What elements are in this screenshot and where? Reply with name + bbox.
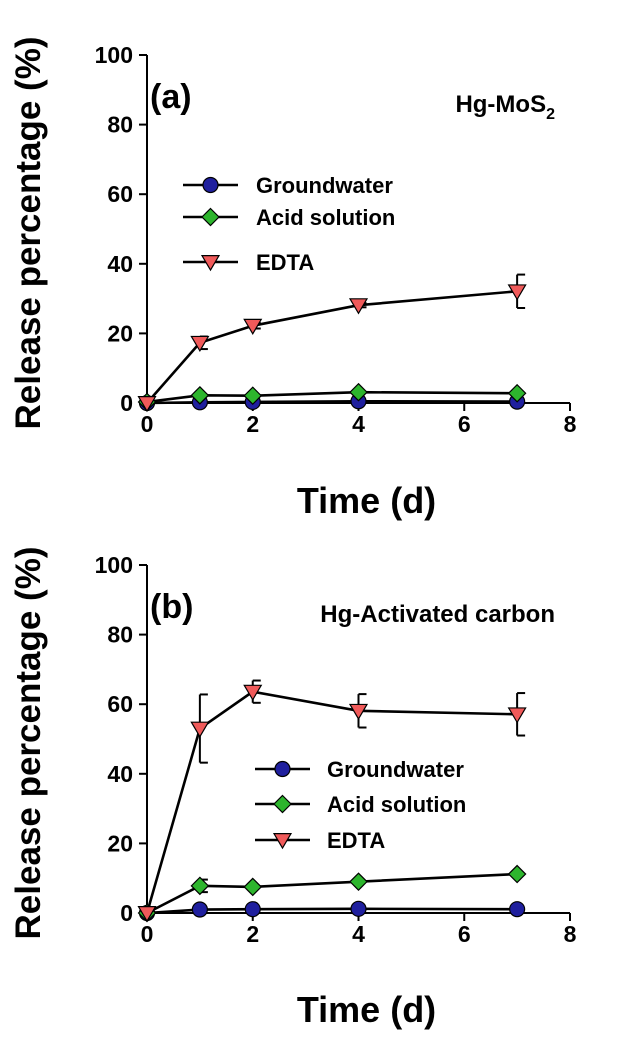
legend-label: Groundwater [256, 173, 393, 198]
data-point [244, 901, 261, 918]
data-point [190, 335, 210, 353]
legend-label: EDTA [327, 828, 385, 853]
legend-item: EDTA [183, 250, 314, 275]
legend-marker [200, 255, 221, 272]
series-groundwater [138, 900, 526, 922]
legend-item: Acid solution [183, 205, 395, 230]
y-tick-label: 0 [120, 900, 133, 926]
x-tick-label: 4 [352, 921, 365, 947]
data-point [243, 877, 263, 897]
legend-item: Groundwater [255, 757, 464, 782]
series-edta [137, 679, 527, 923]
x-tick-label: 2 [246, 921, 259, 947]
x-tick-label: 2 [246, 411, 259, 437]
y-tick-label: 40 [107, 251, 133, 277]
x-axis-title: Time (d) [297, 480, 436, 521]
data-point [507, 864, 527, 884]
data-point [348, 703, 369, 721]
y-axis-title: Release percentage (%) [9, 37, 48, 430]
x-tick-label: 0 [141, 921, 154, 947]
y-tick-label: 40 [107, 761, 133, 787]
legend-label: EDTA [256, 250, 314, 275]
data-point [350, 900, 367, 917]
data-point [190, 876, 210, 896]
legend-item: Groundwater [183, 173, 393, 198]
legend-marker [201, 207, 220, 227]
data-point [137, 906, 157, 923]
legend: Groundwater Acid solution EDTA [255, 757, 466, 853]
y-tick-label: 100 [95, 42, 133, 68]
chart-title: Hg-Activated carbon [320, 601, 555, 628]
data-point [507, 284, 527, 301]
y-tick-label: 80 [107, 112, 133, 138]
legend-marker [272, 833, 293, 850]
x-tick-label: 6 [458, 921, 471, 947]
y-tick-label: 100 [95, 552, 133, 578]
data-point [190, 385, 210, 405]
data-point [243, 318, 263, 336]
data-point [507, 707, 527, 724]
legend-marker [274, 760, 291, 778]
y-axis-title: Release percentage (%) [9, 547, 48, 940]
x-tick-label: 8 [564, 921, 577, 947]
chart-title-main: Hg-Activated carbon [320, 601, 555, 628]
data-point [190, 721, 210, 738]
series-edta [137, 273, 527, 413]
x-axis-title: Time (d) [297, 989, 436, 1030]
y-tick-label: 60 [107, 691, 133, 717]
data-point [243, 386, 263, 406]
panel-label: (b) [150, 588, 193, 626]
legend-item: Acid solution [255, 792, 466, 817]
data-point [349, 382, 368, 402]
x-tick-label: 0 [141, 411, 154, 437]
y-tick-label: 20 [107, 830, 133, 856]
data-point [348, 298, 369, 315]
legend-label: Acid solution [327, 792, 466, 817]
legend-label: Groundwater [327, 757, 464, 782]
panel-label: (a) [150, 78, 192, 116]
legend: Groundwater Acid solution EDTA [183, 173, 395, 275]
data-point [137, 396, 157, 413]
y-tick-label: 0 [120, 390, 133, 416]
chart-panel-b: 0 20 40 60 80 100 0 2 4 6 8 Time (d) Release percent… [9, 547, 577, 1030]
y-tick-label: 80 [107, 622, 133, 648]
chart-title: Hg-MoS2 [455, 91, 555, 123]
chart-panel-a: 0 20 40 60 80 100 0 2 4 6 8 Time (d) Release percent… [9, 37, 577, 521]
legend-item: EDTA [255, 828, 385, 853]
data-point [349, 872, 368, 892]
y-tick-label: 60 [107, 181, 133, 207]
legend-marker [273, 794, 292, 814]
data-point [191, 901, 208, 918]
data-point [507, 383, 527, 403]
x-tick-label: 8 [564, 411, 577, 437]
chart-title-subscript: 2 [546, 106, 555, 123]
y-tick-label: 20 [107, 320, 133, 346]
legend-label: Acid solution [256, 205, 395, 230]
chart-title-main: Hg-MoS [455, 91, 546, 118]
x-tick-label: 4 [352, 411, 365, 437]
data-point [243, 684, 263, 701]
legend-marker [202, 176, 219, 194]
x-tick-label: 6 [458, 411, 471, 437]
data-point [509, 901, 526, 918]
